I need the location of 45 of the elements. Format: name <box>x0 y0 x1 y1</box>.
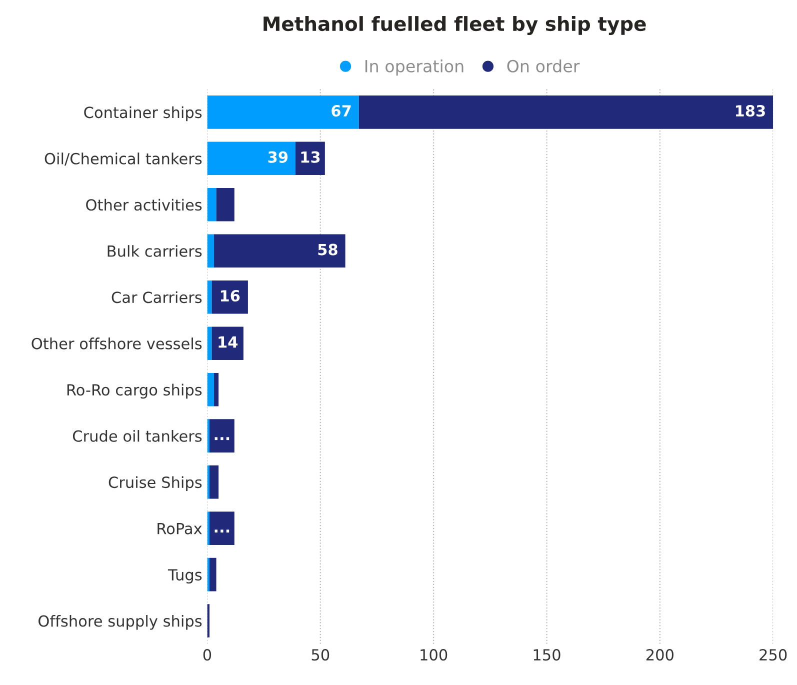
x-tick-label: 150 <box>534 649 560 661</box>
x-tick-label: 250 <box>760 649 787 661</box>
chart-title: Methanol fuelled fleet by ship type <box>264 16 646 36</box>
legend-label: In operation <box>365 60 464 76</box>
data-label: 39 <box>268 151 288 163</box>
y-tick-label: Offshore supply ships <box>38 614 202 630</box>
bar <box>216 188 234 222</box>
y-tick-label: Crude oil tankers <box>72 430 202 442</box>
y-tick-label: Tugs <box>168 569 202 584</box>
x-tick-label: 50 <box>312 649 330 661</box>
y-tick-label: RoPax <box>158 522 202 534</box>
x-tick-label: 100 <box>420 649 448 661</box>
bar <box>209 465 219 499</box>
bar <box>207 142 296 176</box>
y-tick-label: Other offshore vessels <box>32 338 202 350</box>
bar <box>207 96 359 129</box>
y-tick-label: Ro-Ro cargo ships <box>67 384 202 399</box>
bar <box>214 234 346 268</box>
bar <box>214 372 219 406</box>
bar <box>358 96 774 129</box>
bar <box>209 558 216 592</box>
bar <box>209 512 234 545</box>
data-label: ... <box>214 437 230 440</box>
y-tick-label: Bulk carriers <box>108 245 202 257</box>
data-label: 183 <box>736 105 765 117</box>
bar <box>212 280 248 314</box>
legend-label: On order <box>507 60 580 72</box>
y-tick-label: Other activities <box>86 198 202 211</box>
data-label: 67 <box>332 105 351 117</box>
bar <box>209 419 234 452</box>
y-tick-label: Car Carriers <box>112 291 202 304</box>
y-tick-label: Cruise Ships <box>108 476 202 492</box>
x-tick-label: 200 <box>646 649 674 661</box>
data-label: 58 <box>318 244 338 256</box>
bar <box>207 372 214 406</box>
bar <box>207 188 216 222</box>
data-label: ... <box>214 530 230 533</box>
data-label: 14 <box>218 336 238 348</box>
data-label: 16 <box>220 290 240 302</box>
x-tick-label: 0 <box>203 649 212 661</box>
data-label: 13 <box>301 151 320 163</box>
bar <box>207 234 214 268</box>
y-tick-label: Container ships <box>84 106 202 122</box>
y-tick-label: Oil/Chemical tankers <box>44 152 202 166</box>
bar <box>212 326 244 360</box>
